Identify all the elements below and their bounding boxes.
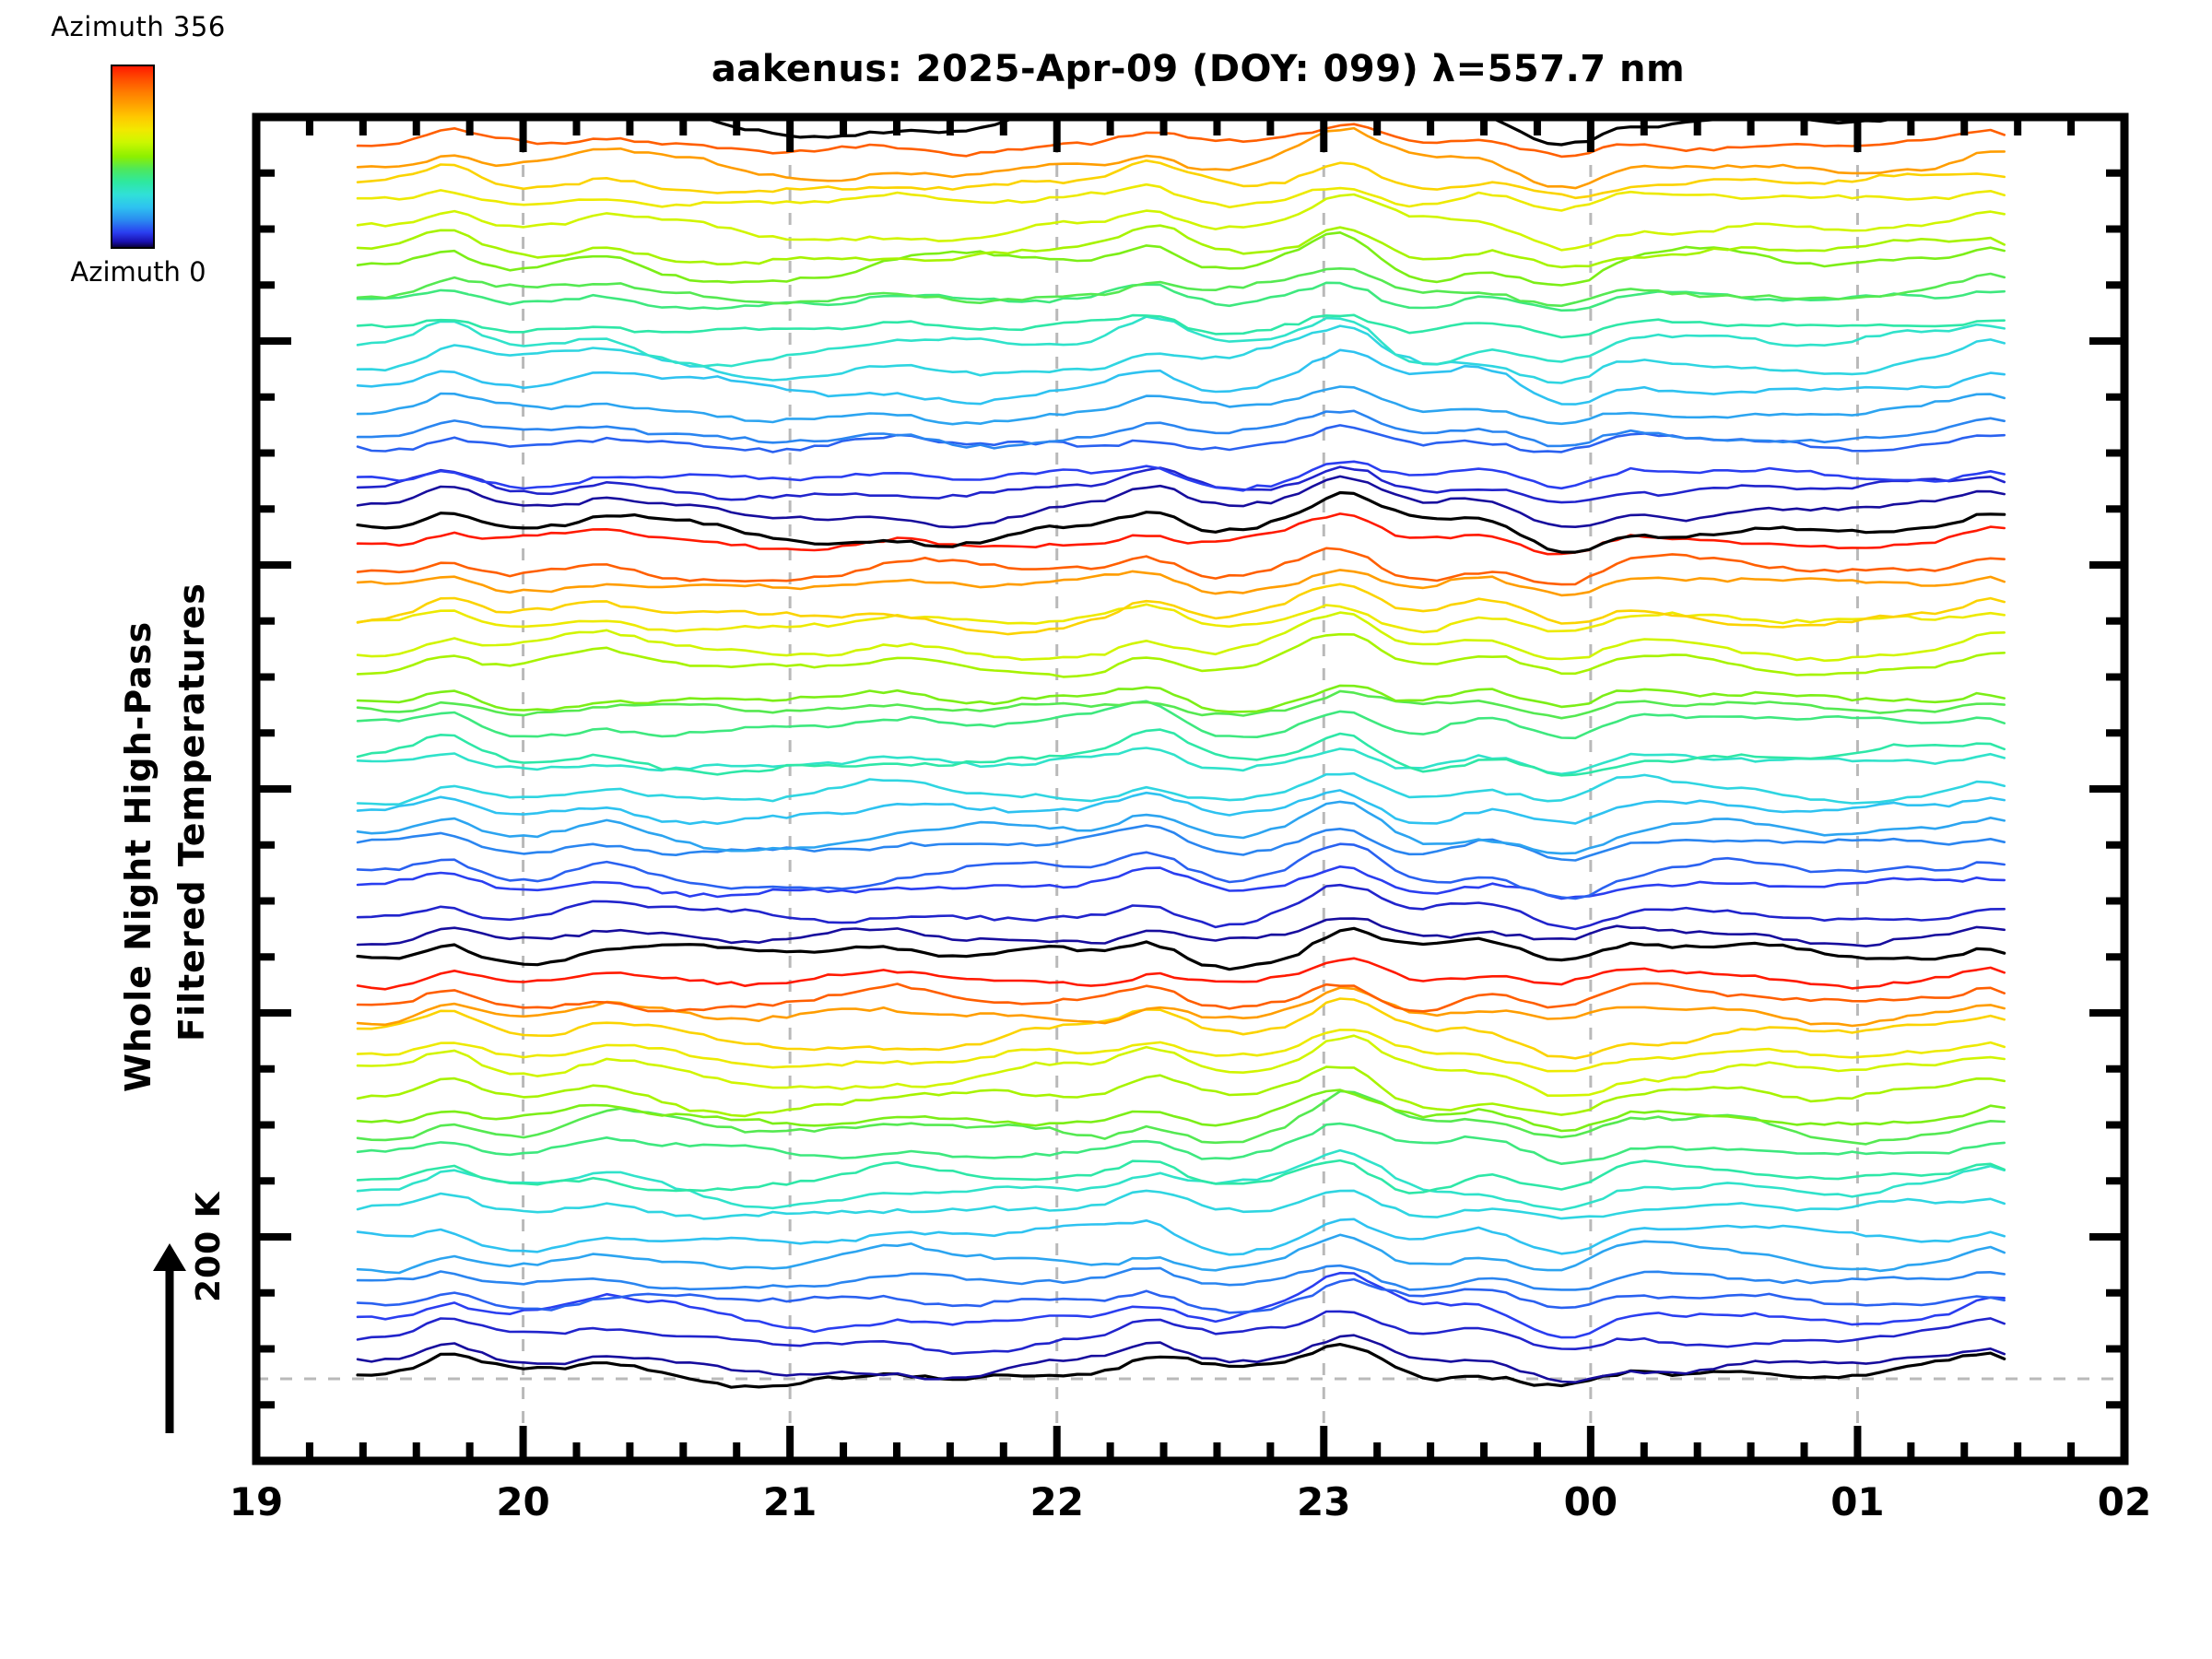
data-trace — [356, 126, 2006, 190]
colorbar-min-label: Azimuth 0 — [70, 256, 206, 288]
data-trace — [356, 582, 2006, 636]
axis-ticks-layer — [253, 113, 2128, 1465]
data-trace — [356, 632, 2006, 678]
data-trace — [356, 231, 2006, 287]
data-trace — [356, 409, 2006, 450]
data-trace — [356, 512, 2006, 556]
data-trace — [356, 771, 2006, 806]
data-trace — [356, 1334, 2006, 1383]
data-trace — [356, 728, 2006, 777]
data-trace — [356, 475, 2006, 529]
azimuth-colorbar-legend: Azimuth 356 Azimuth 0 — [0, 0, 276, 295]
x-tick-label: 23 — [1297, 1479, 1351, 1524]
data-trace — [356, 1159, 2006, 1194]
data-trace — [356, 1122, 2006, 1165]
data-trace — [356, 348, 2006, 406]
data-trace — [356, 569, 2006, 597]
data-trace — [356, 883, 2006, 931]
data-traces-layer — [356, 117, 2006, 1389]
data-trace — [356, 460, 2006, 492]
data-trace — [356, 1218, 2006, 1256]
data-trace — [356, 1065, 2006, 1118]
data-trace — [356, 313, 2006, 339]
data-trace — [356, 926, 2006, 971]
data-trace — [356, 986, 2006, 1028]
colorbar-max-label: Azimuth 356 — [51, 11, 226, 42]
data-trace — [356, 385, 2006, 426]
data-trace — [356, 1310, 2006, 1356]
data-trace — [356, 1148, 2006, 1211]
data-trace — [356, 1029, 2006, 1073]
data-trace — [356, 224, 2006, 269]
data-trace — [356, 1277, 2006, 1314]
x-tick-label: 22 — [1030, 1479, 1084, 1524]
x-tick-label: 01 — [1830, 1479, 1885, 1524]
x-tick-label: 21 — [762, 1479, 818, 1524]
data-trace — [356, 324, 2006, 384]
axis-frame-layer — [252, 112, 2129, 1465]
amplitude-scalebar: 200 K — [138, 1191, 249, 1442]
x-tick-label: 20 — [496, 1479, 550, 1524]
data-trace — [356, 689, 2006, 720]
gridlines-layer — [256, 117, 2124, 1461]
data-trace — [356, 917, 2006, 947]
data-trace — [356, 842, 2006, 900]
plot-title: aakenus: 2025-Apr-09 (DOY: 099) λ=557.7 … — [711, 48, 1686, 90]
data-trace — [356, 684, 2006, 713]
data-trace — [356, 997, 2006, 1060]
data-trace — [356, 700, 2006, 740]
data-trace — [356, 982, 2006, 1013]
data-trace — [356, 611, 2006, 663]
x-tick-label: 19 — [229, 1479, 284, 1524]
data-trace — [356, 315, 2006, 368]
data-trace — [356, 465, 2006, 504]
data-trace — [356, 1271, 2006, 1339]
data-trace — [356, 800, 2006, 855]
scalebar-arrow-icon — [153, 1243, 186, 1433]
data-trace — [356, 957, 2006, 991]
data-trace — [356, 424, 2006, 453]
data-trace — [356, 824, 2006, 862]
data-trace — [356, 1233, 2006, 1275]
data-trace — [356, 789, 2006, 826]
data-trace — [356, 1089, 2006, 1146]
data-trace — [356, 1034, 2006, 1097]
data-trace — [356, 603, 2006, 634]
data-trace — [356, 182, 2006, 212]
data-trace — [356, 490, 2006, 554]
data-trace — [356, 193, 2006, 252]
data-trace — [356, 123, 2006, 159]
x-tick-label: 02 — [2097, 1479, 2152, 1524]
x-tick-label: 00 — [1563, 1479, 1618, 1524]
data-trace — [356, 547, 2006, 586]
data-trace — [356, 1088, 2006, 1133]
data-trace — [356, 865, 2006, 900]
colorbar-gradient — [111, 65, 155, 249]
data-trace — [356, 267, 2006, 308]
data-trace — [356, 1189, 2006, 1220]
data-trace — [356, 1343, 2006, 1389]
data-trace — [356, 1264, 2006, 1291]
data-trace — [356, 159, 2006, 200]
data-trace — [356, 747, 2006, 776]
